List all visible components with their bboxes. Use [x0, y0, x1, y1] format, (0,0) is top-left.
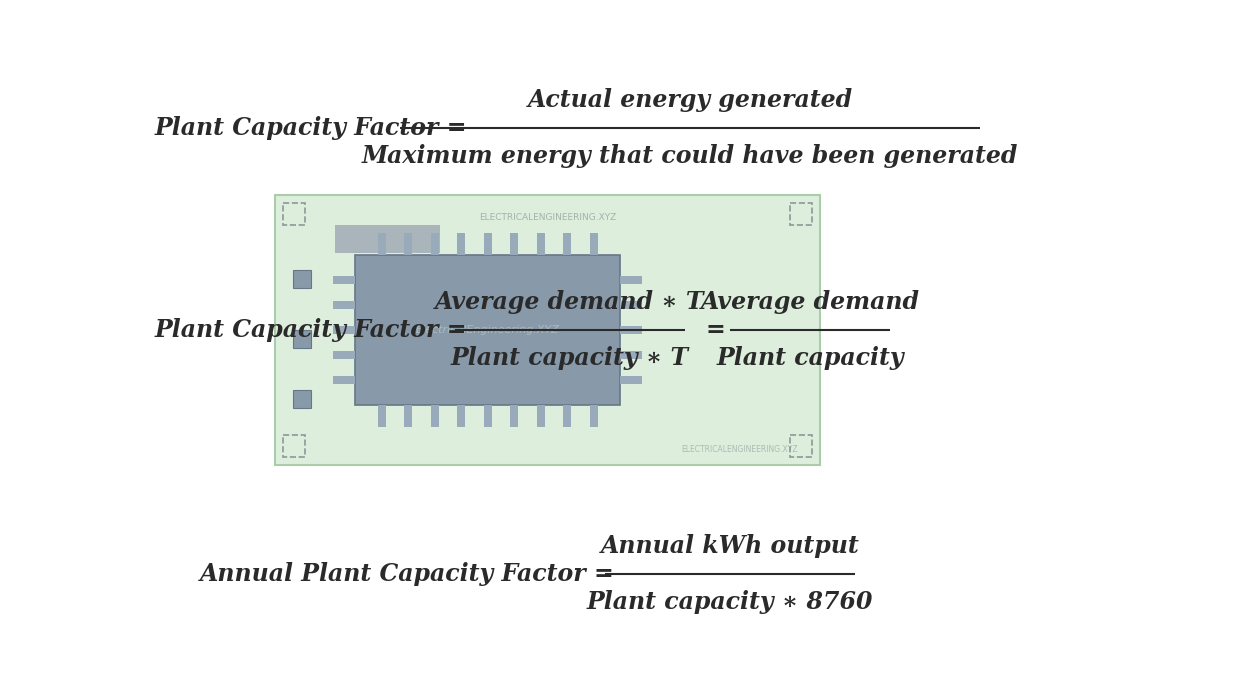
Bar — [620, 276, 642, 284]
Text: Plant capacity ∗ T: Plant capacity ∗ T — [451, 346, 689, 370]
Bar — [335, 225, 440, 253]
Bar — [430, 405, 439, 427]
Bar — [590, 405, 598, 427]
Text: ELECTRICALENGINEERING.XYZ: ELECTRICALENGINEERING.XYZ — [479, 213, 616, 222]
Text: Annual Plant Capacity Factor =: Annual Plant Capacity Factor = — [200, 562, 622, 586]
Bar — [458, 405, 465, 427]
Bar — [562, 405, 571, 427]
Bar — [430, 233, 439, 255]
Bar — [355, 255, 620, 405]
Text: =: = — [705, 318, 725, 342]
Bar — [590, 233, 598, 255]
Bar — [292, 390, 311, 408]
Bar — [536, 233, 545, 255]
Bar — [484, 405, 491, 427]
Text: Plant capacity: Plant capacity — [716, 346, 904, 370]
Bar — [332, 376, 355, 384]
Bar — [620, 326, 642, 334]
Bar — [510, 233, 518, 255]
Bar — [332, 301, 355, 309]
Bar — [404, 233, 412, 255]
Bar — [292, 330, 311, 348]
Text: Maximum energy that could have been generated: Maximum energy that could have been gene… — [361, 144, 1019, 168]
Bar — [378, 405, 385, 427]
Bar — [275, 195, 820, 465]
Bar — [620, 301, 642, 309]
Text: Plant Capacity Factor =: Plant Capacity Factor = — [155, 318, 476, 342]
Text: Average demand: Average demand — [700, 290, 920, 314]
Bar — [562, 233, 571, 255]
Bar — [332, 326, 355, 334]
Bar — [282, 203, 305, 225]
Bar — [378, 233, 385, 255]
Bar — [536, 405, 545, 427]
Bar — [292, 270, 311, 288]
Bar — [790, 435, 812, 457]
Bar — [484, 233, 491, 255]
Bar — [332, 276, 355, 284]
Bar — [282, 435, 305, 457]
Bar — [510, 405, 518, 427]
Bar — [332, 351, 355, 359]
Bar — [790, 203, 812, 225]
Text: Annual kWh output: Annual kWh output — [601, 534, 860, 558]
Text: Actual energy generated: Actual energy generated — [528, 88, 852, 112]
Bar — [458, 233, 465, 255]
Text: Average demand ∗ T: Average demand ∗ T — [435, 290, 705, 314]
Text: Plant Capacity Factor =: Plant Capacity Factor = — [155, 116, 476, 140]
Bar — [620, 376, 642, 384]
Bar — [404, 405, 412, 427]
Text: ElectricalEngineering.XYZ: ElectricalEngineering.XYZ — [415, 325, 560, 335]
Text: Plant capacity ∗ 8760: Plant capacity ∗ 8760 — [586, 590, 874, 614]
Bar — [620, 351, 642, 359]
Text: ELECTRICALENGINEERING.XYZ: ELECTRICALENGINEERING.XYZ — [681, 445, 799, 455]
